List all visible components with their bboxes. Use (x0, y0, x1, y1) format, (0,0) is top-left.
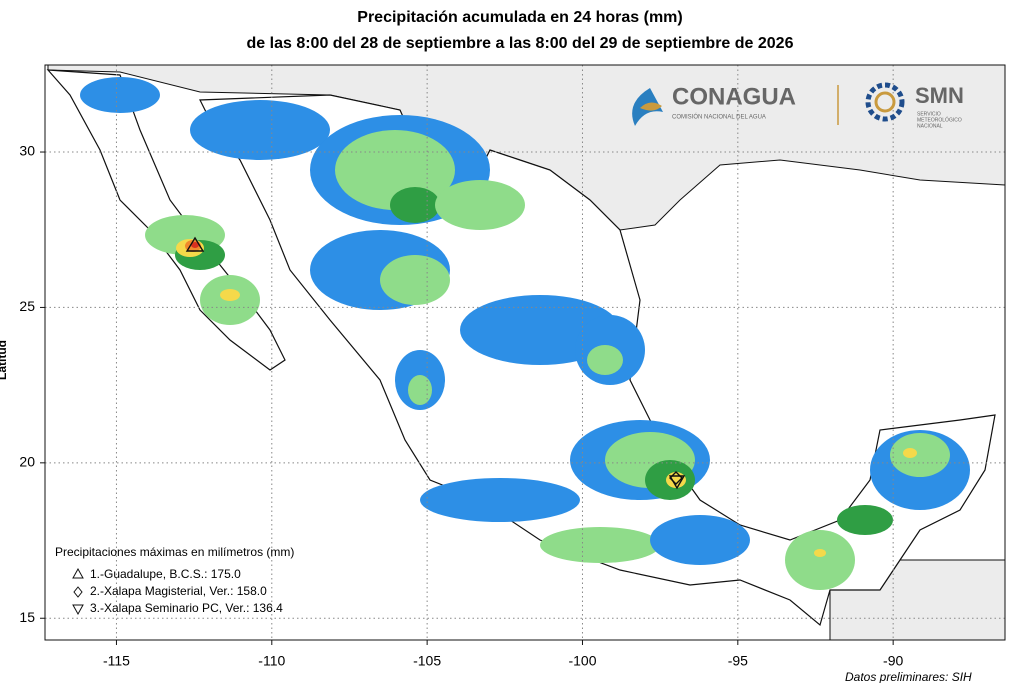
precipitation (80, 77, 970, 590)
y-axis-label: Latitud (0, 340, 9, 380)
legend-item: 2.-Xalapa Magisterial, Ver.: 158.0 (90, 584, 267, 598)
smn-sub: SERVICIO (917, 111, 941, 117)
legend-item: 1.-Guadalupe, B.C.S.: 175.0 (90, 567, 241, 581)
smn-sub: METEOROLÓGICO (917, 116, 962, 123)
title-line-1: Precipitación acumulada en 24 horas (mm) (357, 9, 682, 26)
marker-1 (185, 236, 205, 252)
station-markers (185, 236, 686, 490)
smn-text: SMN (915, 83, 964, 108)
legend: Precipitaciones máximas en milímetros (m… (55, 545, 294, 615)
x-tick-label: -105 (413, 653, 441, 669)
title-line-2: de las 8:00 del 28 de septiembre a las 8… (247, 35, 794, 52)
x-tick-label: -95 (728, 653, 748, 669)
smn-sub: NACIONAL (917, 123, 943, 129)
map-frame (44, 64, 1006, 641)
logo-conagua: CONAGUA COMISIÓN NACIONAL DEL AGUA SMN S… (632, 82, 964, 129)
conagua-text: CONAGUA (672, 83, 796, 110)
map (45, 65, 1005, 640)
legend-item: 3.-Xalapa Seminario PC, Ver.: 136.4 (90, 601, 283, 615)
y-tick-label: 20 (19, 454, 35, 470)
x-tick-label: -115 (103, 653, 130, 669)
x-tick-label: -90 (883, 653, 903, 669)
source-note: Datos preliminares: SIH (845, 670, 972, 683)
y-tick-label: 30 (19, 143, 35, 159)
x-tick-label: -110 (258, 653, 285, 669)
y-tick-label: 15 (19, 609, 35, 625)
x-tick-label: -100 (568, 653, 596, 669)
conagua-sub: COMISIÓN NACIONAL DEL AGUA (672, 114, 766, 121)
y-tick-label: 25 (19, 298, 35, 314)
marker-3 (668, 475, 686, 490)
legend-title: Precipitaciones máximas en milímetros (m… (55, 545, 294, 559)
